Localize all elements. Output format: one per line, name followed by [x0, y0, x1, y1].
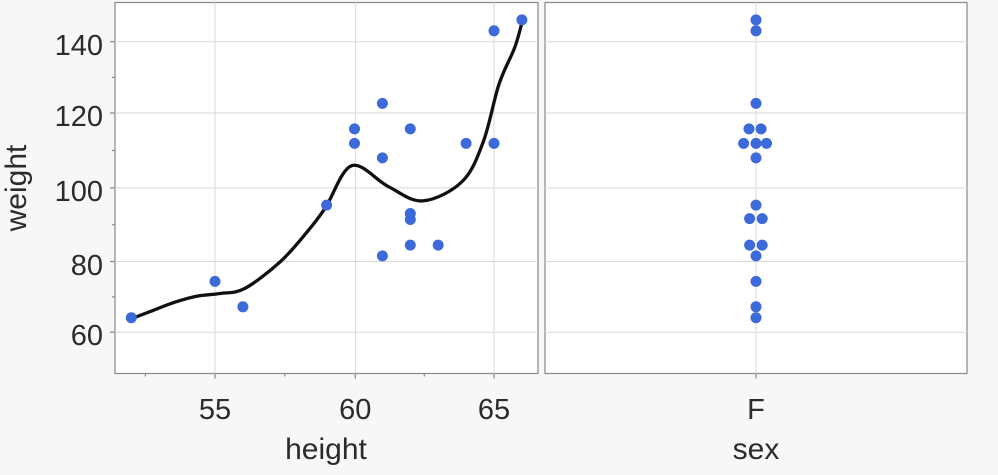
svg-text:140: 140 — [55, 30, 103, 62]
svg-text:sex: sex — [733, 433, 780, 466]
svg-text:55: 55 — [199, 394, 231, 426]
svg-text:weight: weight — [0, 144, 33, 232]
svg-text:80: 80 — [71, 250, 103, 282]
svg-text:65: 65 — [478, 394, 510, 426]
svg-text:100: 100 — [55, 176, 103, 208]
svg-text:F: F — [747, 394, 765, 426]
svg-text:120: 120 — [55, 101, 103, 133]
svg-text:60: 60 — [339, 394, 371, 426]
svg-text:height: height — [285, 433, 367, 466]
svg-text:60: 60 — [71, 320, 103, 352]
